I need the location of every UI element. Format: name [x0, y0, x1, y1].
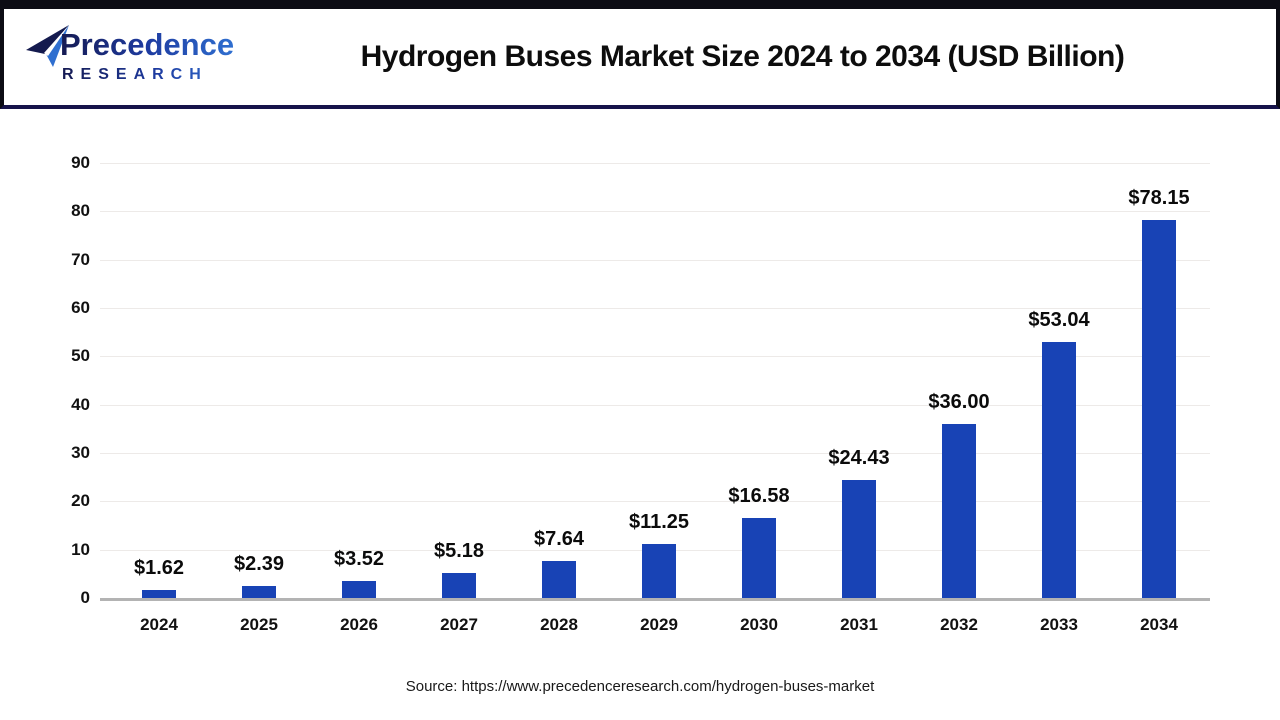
x-tick-label: 2030: [740, 615, 778, 634]
bar: [442, 573, 476, 598]
gridline: [100, 453, 1210, 454]
x-tick-label: 2028: [540, 615, 578, 634]
gridline: [100, 308, 1210, 309]
bar: [1042, 342, 1076, 598]
bar-value-label: $16.58: [728, 485, 790, 507]
bar-value-label: $36.00: [928, 391, 990, 413]
brand-name: Precedence: [60, 27, 235, 62]
y-tick-label: 60: [71, 298, 90, 317]
gridline: [100, 501, 1210, 502]
y-tick-label: 10: [71, 540, 90, 559]
y-tick-label: 80: [71, 201, 90, 220]
x-tick-label: 2027: [440, 615, 478, 634]
bar: [742, 518, 776, 598]
chart-plot: 0 10 20 30 40 50 60 70 80 90 $1.62 2024 $2.39 2025 $3.…: [0, 109, 1280, 720]
y-tick-label: 90: [71, 153, 90, 172]
x-tick-label: 2024: [140, 615, 178, 634]
y-tick-label: 70: [71, 250, 90, 269]
source-text: Source: https://www.precedenceresearch.c…: [405, 678, 875, 695]
bar: [642, 544, 676, 598]
x-tick-label: 2026: [340, 615, 378, 634]
gridline: [100, 405, 1210, 406]
bar-value-label: $1.62: [133, 557, 185, 579]
bar: [142, 590, 176, 598]
bar: [242, 586, 276, 598]
y-tick-label: 0: [80, 588, 90, 607]
bar: [842, 480, 876, 598]
bar-value-label: $7.64: [533, 528, 585, 550]
gridline: [100, 260, 1210, 261]
gridline: [100, 356, 1210, 357]
x-tick-label: 2034: [1140, 615, 1178, 634]
y-tick-label: 30: [71, 443, 90, 462]
bar: [942, 424, 976, 598]
bar: [342, 581, 376, 598]
bar-value-label: $11.25: [628, 511, 690, 533]
bar-value-label: $78.15: [1128, 187, 1190, 209]
bar-value-label: $5.18: [433, 540, 485, 562]
bar-value-label: $53.04: [1028, 309, 1090, 331]
title-area: Hydrogen Buses Market Size 2024 to 2034 …: [239, 9, 1276, 105]
y-tick-label: 20: [71, 491, 90, 510]
x-tick-label: 2031: [840, 615, 878, 634]
paper-plane-icon: [26, 25, 69, 67]
header: Precedence RESEARCH Hydrogen Buses Marke…: [0, 0, 1280, 109]
x-tick-label: 2029: [640, 615, 678, 634]
bar-value-label: $2.39: [233, 553, 285, 575]
bar: [542, 561, 576, 598]
gridline: [100, 163, 1210, 164]
x-tick-label: 2033: [1040, 615, 1078, 634]
brand-subtitle: RESEARCH: [62, 66, 234, 84]
x-tick-label: 2025: [240, 615, 278, 634]
y-tick-label: 40: [71, 395, 90, 414]
x-axis-baseline: [100, 598, 1210, 601]
y-tick-label: 50: [71, 346, 90, 365]
bar: [1142, 220, 1176, 598]
logo: Precedence RESEARCH: [4, 9, 239, 105]
logo-text: Precedence RESEARCH: [60, 27, 234, 84]
bar-value-label: $24.43: [828, 447, 890, 469]
gridline: [100, 211, 1210, 212]
page-title: Hydrogen Buses Market Size 2024 to 2034 …: [360, 40, 1125, 73]
bar-value-label: $3.52: [333, 548, 385, 570]
x-tick-label: 2032: [940, 615, 978, 634]
